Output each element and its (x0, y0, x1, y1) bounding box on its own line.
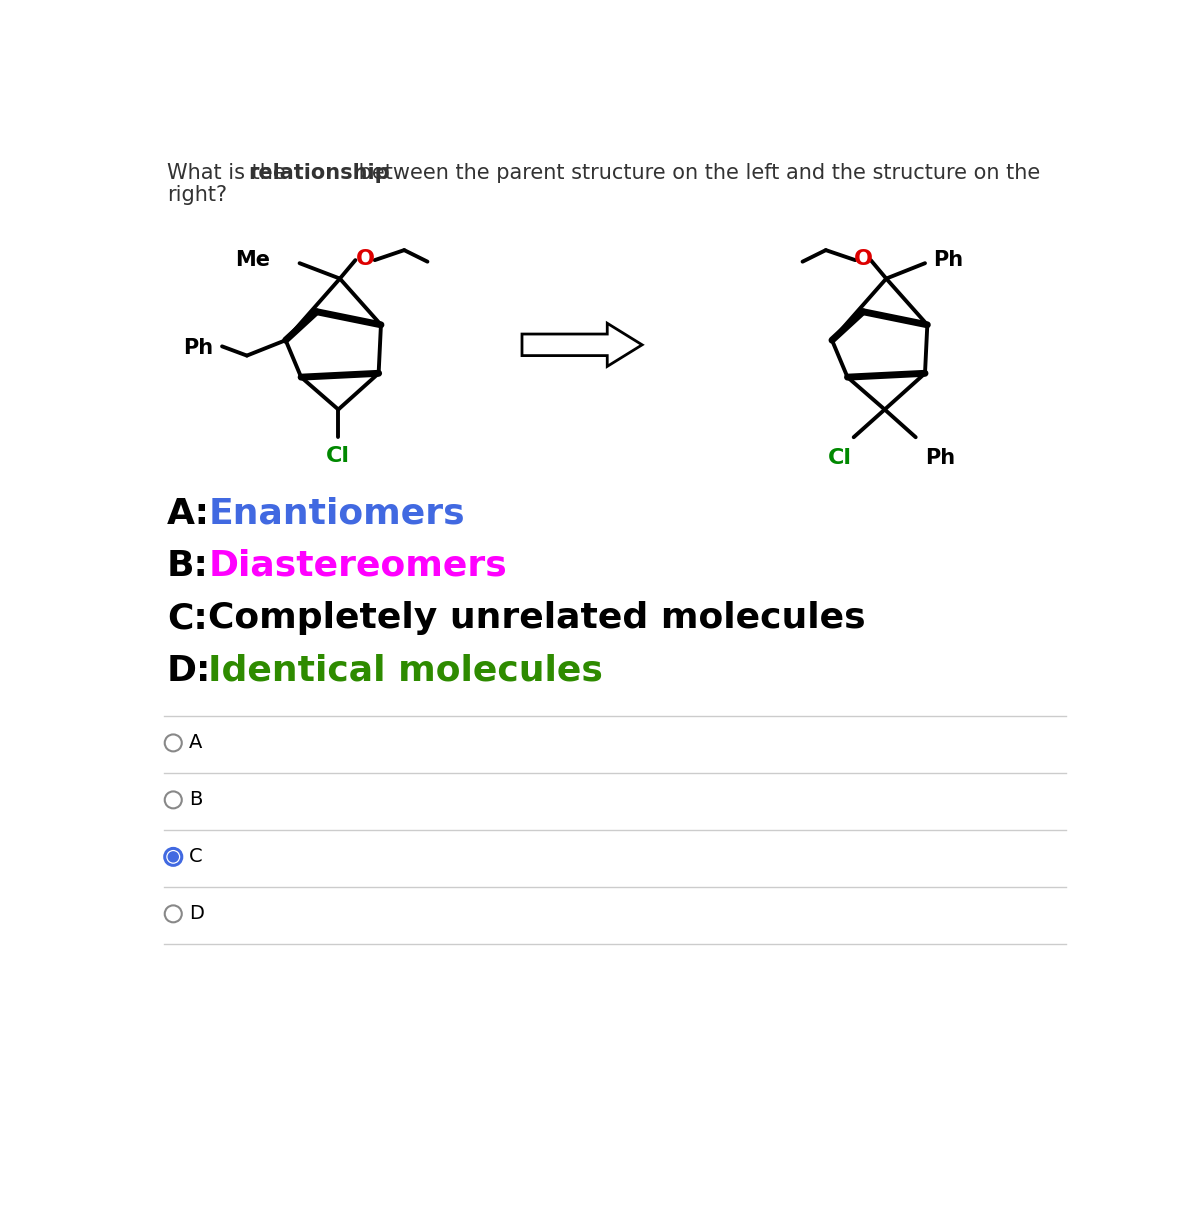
Text: Ph: Ph (932, 250, 962, 270)
Text: right?: right? (167, 185, 227, 205)
Polygon shape (522, 323, 642, 367)
Text: What is the: What is the (167, 163, 293, 183)
Text: B:: B: (167, 549, 209, 583)
Circle shape (164, 792, 181, 809)
Text: Completely unrelated molecules: Completely unrelated molecules (208, 602, 865, 636)
Text: Diastereomers: Diastereomers (208, 549, 506, 583)
Circle shape (164, 905, 181, 922)
Circle shape (164, 734, 181, 752)
Text: O: O (853, 250, 872, 269)
Text: between the parent structure on the left and the structure on the: between the parent structure on the left… (352, 163, 1039, 183)
Text: A:: A: (167, 497, 210, 531)
Text: C:: C: (167, 602, 208, 636)
Text: O: O (356, 250, 374, 269)
Text: D:: D: (167, 654, 211, 688)
Text: Enantiomers: Enantiomers (208, 497, 464, 531)
Text: Cl: Cl (828, 448, 852, 468)
Text: A: A (188, 733, 202, 753)
Circle shape (168, 851, 179, 862)
Text: C: C (188, 848, 203, 866)
Text: Identical molecules: Identical molecules (208, 654, 604, 688)
Text: D: D (188, 904, 204, 923)
Text: Cl: Cl (326, 447, 350, 466)
Text: relationship: relationship (248, 163, 390, 183)
Text: Ph: Ph (184, 337, 214, 358)
Text: B: B (188, 790, 202, 810)
Circle shape (164, 849, 181, 865)
Text: Ph: Ph (925, 448, 955, 468)
Text: Me: Me (235, 250, 270, 270)
